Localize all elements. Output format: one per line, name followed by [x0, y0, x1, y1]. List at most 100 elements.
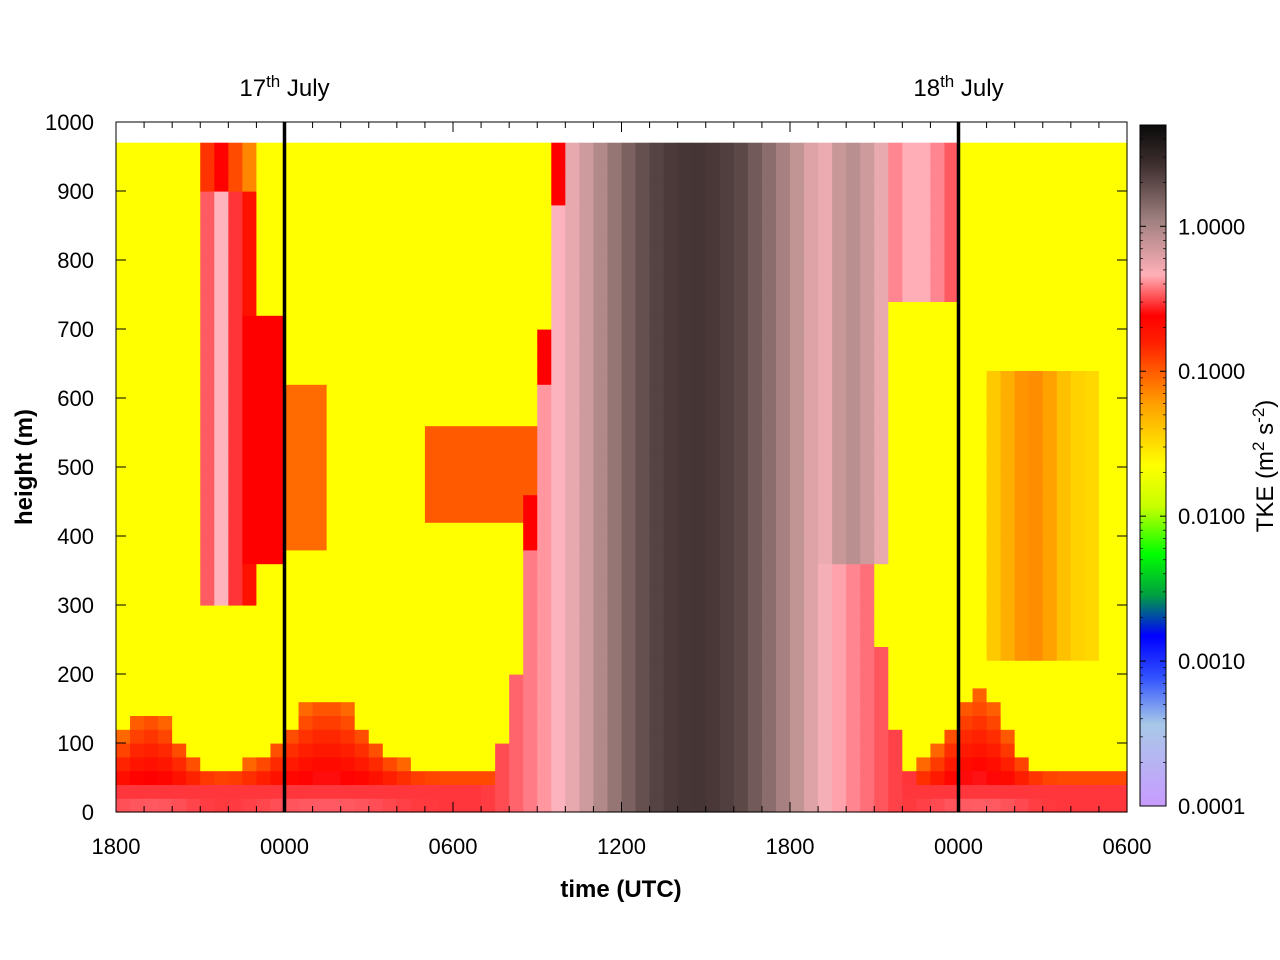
heatmap-cell: [396, 411, 412, 427]
heatmap-cell: [438, 329, 454, 344]
heatmap-cell: [705, 342, 721, 358]
heatmap-cell: [663, 163, 679, 178]
heatmap-cell: [832, 701, 847, 716]
heatmap-cell: [790, 204, 805, 220]
heatmap-cell: [790, 508, 805, 523]
heatmap-cell: [312, 508, 328, 523]
heatmap-cell: [1056, 467, 1072, 482]
heatmap-cell: [986, 149, 1002, 164]
heatmap-cell: [986, 384, 1002, 399]
heatmap-cell: [368, 798, 384, 813]
heatmap-cell: [228, 232, 243, 247]
heatmap-cell: [158, 370, 173, 385]
heatmap-cell: [172, 204, 187, 220]
heatmap-cell: [733, 453, 749, 468]
heatmap-cell: [228, 646, 243, 661]
heatmap-cell: [593, 273, 609, 289]
heatmap-cell: [396, 632, 412, 647]
heatmap-cell: [284, 218, 300, 233]
heatmap-cell: [438, 411, 454, 427]
heatmap-cell: [256, 494, 272, 509]
heatmap-cell: [804, 342, 819, 358]
heatmap-cell: [284, 632, 300, 647]
heatmap-cell: [523, 260, 538, 275]
heatmap-cell: [790, 715, 805, 730]
heatmap-cell: [354, 618, 370, 634]
heatmap-cell: [663, 467, 679, 482]
heatmap-cell: [1028, 563, 1044, 578]
heatmap-cell: [565, 632, 580, 647]
heatmap-cell: [761, 508, 777, 523]
colorbar-title: TKE (m2 s-2): [1249, 400, 1279, 533]
heatmap-cell: [396, 646, 412, 661]
heatmap-cell: [860, 370, 875, 385]
heatmap-cell: [298, 163, 314, 178]
heatmap-cell: [747, 494, 763, 509]
heatmap-cell: [874, 784, 889, 799]
heatmap-cell: [621, 798, 637, 813]
heatmap-cell: [284, 425, 300, 440]
heatmap-cell: [972, 798, 988, 813]
heatmap-cell: [986, 287, 1002, 302]
heatmap-cell: [944, 439, 960, 454]
heatmap-cell: [902, 232, 917, 247]
heatmap-cell: [649, 618, 665, 634]
heatmap-cell: [719, 177, 735, 192]
heatmap-cell: [438, 273, 454, 289]
heatmap-cell: [354, 425, 370, 440]
heatmap-cell: [1000, 370, 1016, 385]
heatmap-cell: [733, 301, 749, 316]
heatmap-cell: [298, 301, 314, 316]
heatmap-cell: [509, 536, 524, 551]
heatmap-cell: [158, 287, 173, 302]
heatmap-cell: [747, 467, 763, 482]
heatmap-cell: [551, 536, 566, 551]
heatmap-cell: [537, 618, 552, 634]
heatmap-cell: [509, 315, 524, 330]
heatmap-cell: [747, 536, 763, 551]
heatmap-cell: [818, 743, 833, 758]
heatmap-cell: [761, 632, 777, 647]
heatmap-cell: [228, 425, 243, 440]
heatmap-cell: [144, 411, 159, 427]
heatmap-cell: [172, 756, 187, 772]
heatmap-cell: [256, 218, 272, 233]
heatmap-cell: [761, 784, 777, 799]
heatmap-cell: [200, 770, 215, 785]
heatmap-cell: [846, 618, 861, 634]
heatmap-cell: [200, 411, 215, 427]
heatmap-cell: [467, 743, 482, 758]
heatmap-cell: [761, 301, 777, 316]
heatmap-cell: [158, 563, 173, 578]
heatmap-cell: [944, 618, 960, 634]
heatmap-cell: [523, 384, 538, 399]
heatmap-cell: [382, 563, 398, 578]
heatmap-cell: [874, 632, 889, 647]
heatmap-cell: [944, 536, 960, 551]
heatmap-cell: [733, 756, 749, 772]
heatmap-cell: [172, 536, 187, 551]
heatmap-cell: [523, 315, 538, 330]
heatmap-cell: [284, 149, 300, 164]
heatmap-cell: [691, 632, 707, 647]
heatmap-cell: [453, 646, 468, 661]
heatmap-cell: [916, 701, 932, 716]
heatmap-cell: [144, 632, 159, 647]
heatmap-cell: [424, 163, 440, 178]
heatmap-cell: [649, 522, 665, 537]
heatmap-cell: [663, 232, 679, 247]
heatmap-cell: [481, 480, 496, 496]
heatmap-cell: [1000, 232, 1016, 247]
heatmap-cell: [761, 577, 777, 592]
heatmap-cell: [200, 301, 215, 316]
heatmap-cell: [621, 384, 637, 399]
heatmap-cell: [396, 370, 412, 385]
heatmap-cell: [1056, 453, 1072, 468]
heatmap-cell: [130, 453, 145, 468]
heatmap-cell: [1000, 149, 1016, 164]
heatmap-cell: [565, 591, 580, 606]
heatmap-cell: [242, 246, 258, 261]
heatmap-cell: [368, 770, 384, 785]
heatmap-cell: [354, 701, 370, 716]
heatmap-cell: [495, 273, 510, 289]
